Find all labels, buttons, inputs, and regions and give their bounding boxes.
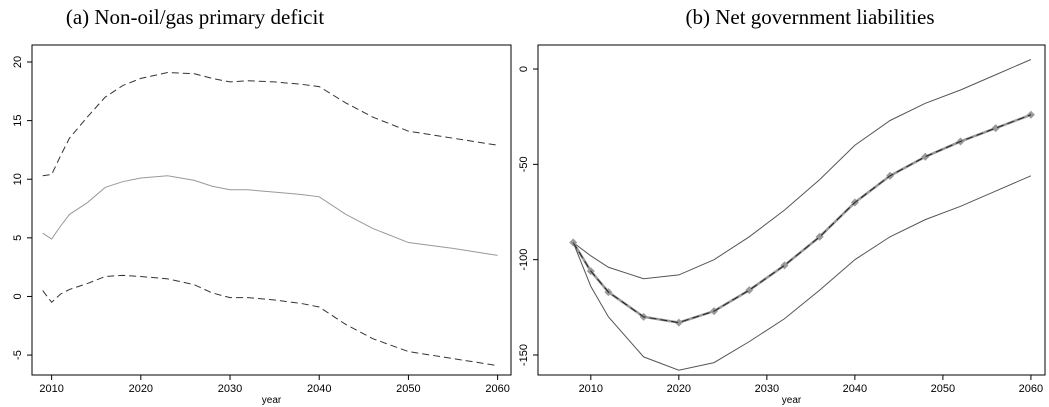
y-tick-label: -5 [12, 350, 24, 360]
marker [991, 124, 1000, 133]
y-tick-label: 20 [12, 56, 24, 68]
y-tick-label: 0 [12, 293, 24, 299]
series-line [42, 175, 498, 256]
x-tick-label: 2020 [129, 383, 153, 395]
x-axis-label: year [782, 395, 802, 406]
x-tick-label: 2060 [1019, 383, 1043, 395]
y-tick-label: 0 [518, 66, 530, 72]
y-tick-label: -150 [518, 344, 530, 366]
y-tick-label: 5 [12, 235, 24, 241]
plot-frame [537, 44, 1046, 376]
chart-title: (b) Net government liabilities [685, 5, 934, 29]
x-tick-label: 2040 [307, 383, 331, 395]
series-line [572, 114, 1032, 324]
x-tick-label: 2030 [218, 383, 242, 395]
y-tick-label: -50 [518, 156, 530, 172]
series-line [42, 274, 498, 367]
series-line [572, 59, 1032, 280]
marker [674, 318, 683, 327]
x-tick-label: 2030 [755, 383, 779, 395]
x-tick-label: 2010 [39, 383, 63, 395]
x-tick-label: 2050 [396, 383, 420, 395]
series-line [572, 175, 1032, 371]
x-tick-label: 2040 [843, 383, 867, 395]
y-tick-label: 15 [12, 114, 24, 126]
chart-title: (a) Non-oil/gas primary deficit [66, 5, 324, 29]
x-tick-label: 2020 [667, 383, 691, 395]
series-line [572, 113, 1032, 324]
series-line [42, 72, 498, 177]
x-tick-label: 2010 [579, 383, 603, 395]
y-tick-label: -100 [518, 249, 530, 271]
y-tick-label: 10 [12, 173, 24, 185]
x-tick-label: 2060 [485, 383, 509, 395]
marker [921, 152, 930, 161]
x-axis-label: year [262, 395, 282, 406]
x-tick-label: 2050 [931, 383, 955, 395]
plot-frame [31, 44, 512, 376]
